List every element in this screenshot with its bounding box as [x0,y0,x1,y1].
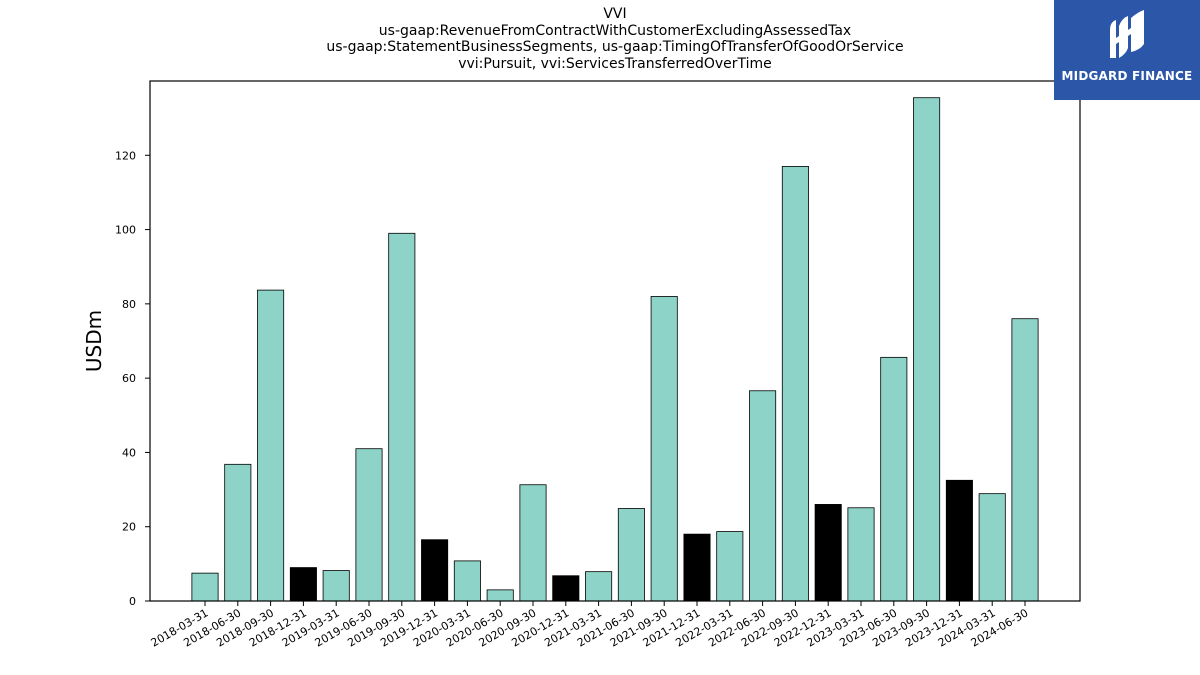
chart-title-line-4: vvi:Pursuit, vvi:ServicesTransferredOver… [458,55,772,72]
bar-2022-09-30 [781,166,809,602]
bar-2020-09-30 [519,484,547,602]
bar-2022-06-30 [749,390,777,602]
chart-title-line-2: us-gaap:RevenueFromContractWithCustomerE… [378,22,852,39]
bar-2024-06-30 [1011,318,1039,602]
chart-title: VVI us-gaap:RevenueFromContractWithCusto… [0,6,1200,72]
y-axis: 0 20 40 60 80 100 120 [115,149,150,608]
y-tick-label: 100 [115,224,136,237]
bar-2018-06-30 [224,463,252,602]
plot-frame [149,80,1081,602]
bar-2022-03-31 [716,531,744,602]
bar-2023-12-31 [945,479,973,602]
y-tick-label: 0 [129,595,136,608]
bar-2018-09-30 [257,289,285,602]
bar-2020-12-31 [552,575,580,602]
x-axis: 2018-03-312018-06-302018-09-302018-12-31… [149,601,1031,650]
bar-2020-03-31 [453,560,481,602]
bar-2021-03-31 [585,571,613,602]
bar-2019-06-30 [355,448,383,602]
bars-group [191,97,1039,602]
bar-2019-03-31 [322,570,350,602]
bar-2021-12-31 [683,533,711,602]
y-tick-label: 20 [122,521,136,534]
y-axis-label: USDm [82,310,106,372]
bar-2019-09-30 [388,232,416,602]
bar-2018-12-31 [289,567,317,602]
bar-2023-06-30 [880,356,908,602]
bar-2023-03-31 [847,507,875,602]
logo-text: MIDGARD FINANCE [1061,69,1193,83]
y-tick-label: 60 [122,372,136,385]
y-tick-label: 40 [122,446,136,459]
logo-mark-icon [1110,10,1144,58]
y-tick-label: 80 [122,298,136,311]
bar-2021-09-30 [650,296,678,602]
bar-2023-09-30 [913,97,941,602]
y-tick-label: 120 [115,149,136,162]
bar-2021-06-30 [617,508,645,602]
chart-title-line-1: VVI [603,6,627,22]
bar-2022-12-31 [814,504,842,602]
chart-title-line-3: us-gaap:StatementBusinessSegments, us-ga… [326,39,904,55]
bar-2018-03-31 [191,572,219,602]
bar-2019-12-31 [421,539,449,602]
bar-2020-06-30 [486,589,514,602]
bar-2024-03-31 [978,493,1006,602]
